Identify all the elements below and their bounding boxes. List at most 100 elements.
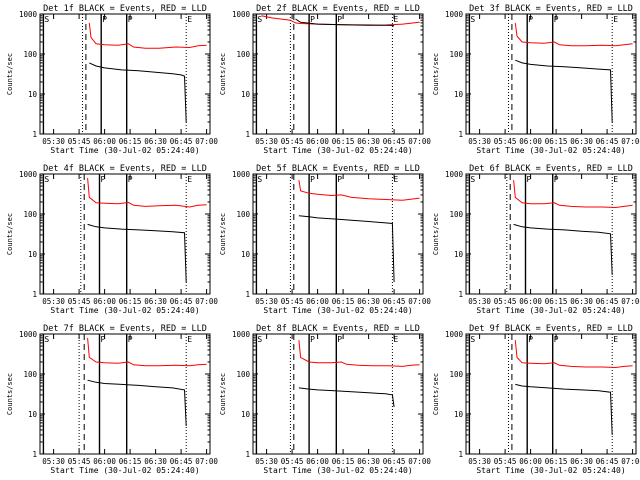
plot-7-xtick-label: 05:30 (42, 457, 65, 466)
plot-3-xtick-label: 07:00 (621, 137, 640, 146)
plot-9-series-lld (514, 340, 633, 369)
plot-1-ytick-label: 100 (23, 50, 37, 59)
plot-6-ylabel: Counts/sec (432, 213, 440, 255)
plot-5-xtick-label: 05:30 (255, 297, 278, 306)
plot-1-frame (39, 13, 211, 135)
plot-9-ylabel: Counts/sec (432, 373, 440, 415)
plot-3-ylabel: Counts/sec (432, 53, 440, 95)
plot-1-marker-label: E (187, 15, 192, 24)
plot-5-marker-label: P (337, 175, 342, 184)
plot-6-xtick-label: 05:45 (494, 297, 517, 306)
plot-9-series-events (515, 383, 613, 435)
plot-9-frame (465, 333, 637, 455)
plot-6-ytick-label: 1 (458, 290, 463, 299)
plot-1-xtick-label: 05:30 (42, 137, 65, 146)
plot-8-xtick-label: 06:00 (306, 457, 329, 466)
plot-9-xtick-label: 05:45 (494, 457, 517, 466)
plot-9-xtick-label: 06:30 (570, 457, 593, 466)
plot-4-xlabel: Start Time (30-Jul-02 05:24:40) (50, 306, 199, 315)
plot-7-xtick-label: 07:00 (195, 457, 218, 466)
plot-2-title: Det 2f BLACK = Events, RED = LLD (256, 4, 420, 14)
plot-2-frame (252, 13, 424, 135)
plot-7-title: Det 7f BLACK = Events, RED = LLD (43, 324, 207, 334)
plot-5-xtick-label: 06:15 (332, 297, 355, 306)
plot-6-marker-label: P (554, 175, 559, 184)
plot-9-marker-label: P (528, 335, 533, 344)
plot-7-marker-label: E (187, 335, 192, 344)
plot-1-ytick-label: 1 (32, 130, 37, 139)
plot-1-series-lld (88, 22, 207, 49)
plot-2-xtick-label: 06:15 (332, 137, 355, 146)
plot-9-ytick-label: 1000 (445, 330, 464, 339)
plot-1-marker-label: S (44, 15, 49, 24)
plot-9-marker-label: S (470, 335, 475, 344)
plot-2-ylabel: Counts/sec (219, 53, 227, 95)
plot-4-series-events (87, 223, 187, 283)
plot-8-ytick-label: 100 (236, 370, 250, 379)
plot-3-xtick-label: 06:00 (519, 137, 542, 146)
plot-6-xtick-label: 06:30 (570, 297, 593, 306)
plot-8-frame (252, 333, 424, 455)
plot-3-ytick-label: 1000 (445, 10, 464, 19)
plot-8-xlabel: Start Time (30-Jul-02 05:24:40) (263, 466, 412, 475)
plot-4-frame (39, 173, 211, 295)
plot-2-xtick-label: 07:00 (408, 137, 431, 146)
plot-3-ytick-label: 10 (454, 90, 464, 99)
plot-3-series-events (515, 59, 613, 123)
plot-2-ytick-label: 10 (241, 90, 251, 99)
plot-4-xtick-label: 05:45 (68, 297, 91, 306)
plot-1-ylabel: Counts/sec (6, 53, 14, 95)
plot-8-marker-label: E (393, 335, 398, 344)
plot-4-ylabel: Counts/sec (6, 213, 14, 255)
plot-5-xlabel: Start Time (30-Jul-02 05:24:40) (263, 306, 412, 315)
plot-4-title: Det 4f BLACK = Events, RED = LLD (43, 164, 207, 174)
plot-9-ytick-label: 100 (449, 370, 463, 379)
plot-6-series-lld (513, 180, 633, 209)
plot-2-series-events (295, 18, 395, 27)
plot-2-xtick-label: 06:45 (383, 137, 406, 146)
plot-9-xlabel: Start Time (30-Jul-02 05:24:40) (476, 466, 625, 475)
plot-3-xtick-label: 06:45 (596, 137, 619, 146)
plot-2-marker-label: E (393, 15, 398, 24)
plot-9-xtick-label: 07:00 (621, 457, 640, 466)
plot-1-title: Det 1f BLACK = Events, RED = LLD (43, 4, 207, 14)
plot-8-title: Det 8f BLACK = Events, RED = LLD (256, 324, 420, 334)
plot-6-marker-label: E (613, 175, 618, 184)
plot-7-xtick-label: 05:45 (68, 457, 91, 466)
plot-4-marker-label: S (44, 175, 49, 184)
plot-1-xtick-label: 07:00 (195, 137, 218, 146)
plot-3-marker-label: E (613, 15, 618, 24)
plot-4-series-lld (87, 177, 207, 208)
plot-9-ytick-label: 10 (454, 410, 464, 419)
plot-3-xtick-label: 06:30 (570, 137, 593, 146)
plot-5-title: Det 5f BLACK = Events, RED = LLD (256, 164, 420, 174)
plot-3-series-lld (514, 22, 633, 47)
plot-3-xtick-label: 06:15 (545, 137, 568, 146)
plot-7-ytick-label: 1 (32, 450, 37, 459)
plot-6-marker-label: P (527, 175, 532, 184)
plot-5-ytick-label: 10 (241, 250, 251, 259)
plot-2-ytick-label: 1000 (232, 10, 251, 19)
plot-2-marker-label: S (257, 15, 262, 24)
plot-4-ytick-label: 1 (32, 290, 37, 299)
plot-1-ytick-label: 10 (28, 90, 38, 99)
plot-5-xtick-label: 06:45 (383, 297, 406, 306)
plot-4-ytick-label: 100 (23, 210, 37, 219)
plot-8-ytick-label: 1000 (232, 330, 251, 339)
plot-8-marker-label: P (310, 335, 315, 344)
plot-1-series-events (89, 62, 187, 123)
plot-1-marker-label: P (102, 15, 107, 24)
plot-2-marker-label: P (310, 15, 315, 24)
plot-2-xtick-label: 05:45 (281, 137, 304, 146)
plot-2-marker-label: P (337, 15, 342, 24)
plot-3-xtick-label: 05:30 (468, 137, 491, 146)
plot-9-xtick-label: 06:45 (596, 457, 619, 466)
plot-8-series-events (298, 387, 395, 408)
plot-6-series-events (513, 223, 613, 275)
plot-8-marker-label: S (257, 335, 262, 344)
plot-7-ytick-label: 10 (28, 410, 38, 419)
plot-6-ytick-label: 10 (454, 250, 464, 259)
plot-9-marker-label: E (613, 335, 618, 344)
plot-5-ylabel: Counts/sec (219, 213, 227, 255)
